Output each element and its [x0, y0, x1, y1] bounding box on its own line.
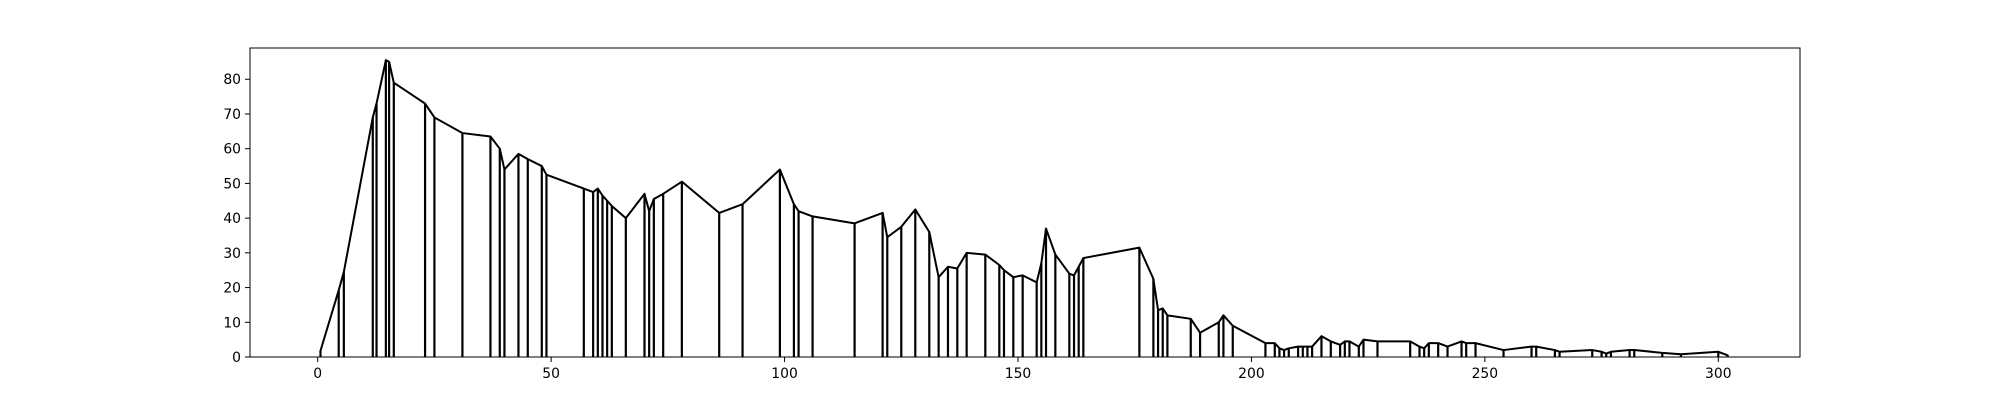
y-tick-label: 40 — [223, 211, 241, 227]
y-tick-label: 0 — [232, 350, 241, 366]
series-line — [319, 59, 1729, 357]
x-tick-label: 250 — [1472, 366, 1499, 382]
y-tick-label: 30 — [223, 246, 241, 262]
x-tick-label: 300 — [1705, 366, 1732, 382]
y-tick-label: 70 — [223, 107, 241, 123]
drop-lines — [319, 60, 1729, 357]
x-tick-label: 100 — [771, 366, 798, 382]
y-tick-label: 60 — [223, 142, 241, 158]
y-tick-label: 50 — [223, 176, 241, 192]
y-tick-label: 80 — [223, 72, 241, 88]
x-tick-label: 200 — [1238, 366, 1265, 382]
y-axis: 0 10 20 30 40 50 60 70 80 — [223, 72, 250, 366]
x-tick-label: 0 — [313, 366, 322, 382]
y-tick-label: 20 — [223, 281, 241, 297]
x-tick-label: 150 — [1005, 366, 1032, 382]
x-tick-label: 50 — [542, 366, 560, 382]
y-tick-label: 10 — [223, 315, 241, 331]
series-group — [319, 59, 1729, 357]
axes-frame — [249, 47, 1801, 358]
x-axis: 0 50 100 150 200 250 300 — [313, 357, 1732, 382]
